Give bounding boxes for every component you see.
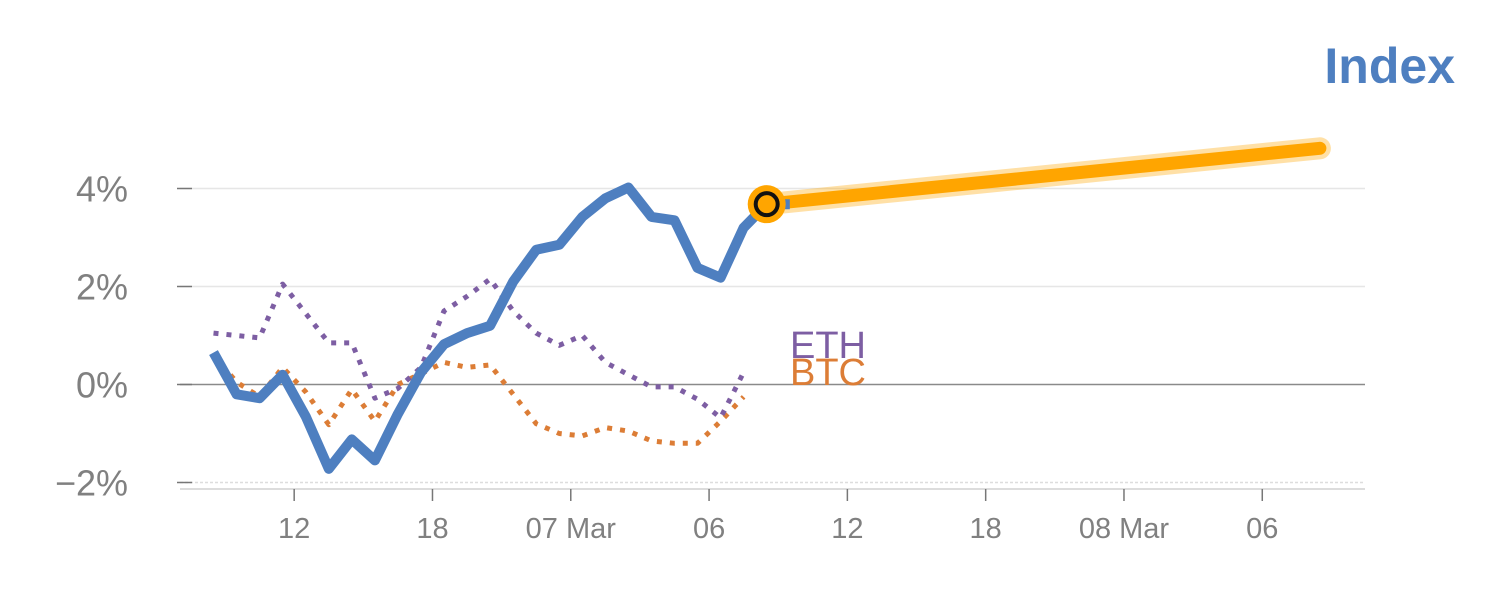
x-tick-label: 06 [693,513,725,545]
chart-title: Index [1324,38,1455,94]
x-tick-label: 12 [831,513,863,545]
x-tick-label: 07 Mar [526,513,617,545]
current-value-marker-center [753,191,780,218]
eth-series-label: ETH [790,325,866,367]
x-tick-label: 06 [1246,513,1278,545]
x-tick-label: 12 [278,513,310,545]
index-line [209,182,790,474]
x-tick-label: 18 [416,513,448,545]
forecast-line [760,141,1327,211]
y-tick-label: 0% [76,365,128,406]
x-tick-label: 08 Mar [1079,513,1170,545]
series-lines [209,137,1331,474]
axes [177,187,1365,501]
y-tick-label: 2% [76,267,128,308]
x-tick-label: 18 [970,513,1002,545]
y-tick-label: 4% [76,169,128,210]
btc-series-label: BTC [790,352,866,394]
y-tick-label: −2% [55,463,128,504]
marker-layer [747,185,786,224]
